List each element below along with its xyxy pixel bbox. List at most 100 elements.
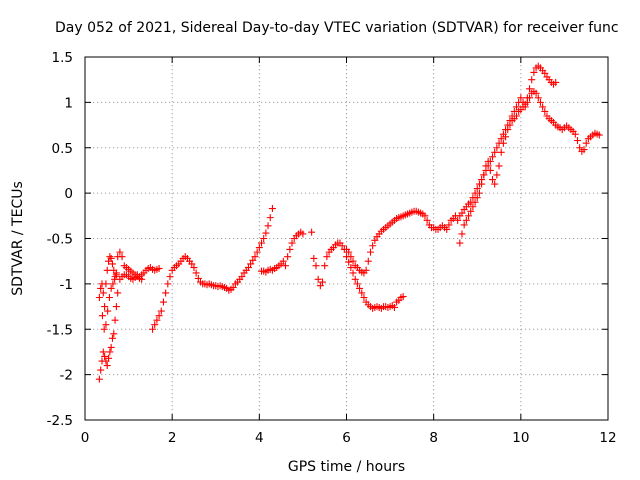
data-point	[484, 157, 492, 165]
data-point	[512, 112, 520, 120]
data-point	[364, 257, 372, 265]
x-tick-label: 10	[512, 430, 529, 446]
data-point	[482, 162, 490, 170]
data-point	[349, 269, 357, 277]
x-tick-label: 8	[429, 430, 438, 446]
data-point	[100, 325, 108, 333]
x-axis-label: GPS time / hours	[288, 459, 405, 475]
data-point	[98, 312, 106, 320]
data-point	[258, 239, 266, 247]
y-tick-label: -2.5	[47, 413, 73, 429]
y-tick-label: 1	[64, 95, 73, 111]
data-point	[192, 269, 200, 277]
data-point	[423, 216, 431, 224]
data-point	[458, 209, 466, 217]
data-point	[491, 180, 499, 188]
data-point	[106, 348, 114, 356]
data-point	[107, 254, 115, 262]
data-point	[251, 253, 259, 261]
data-point	[112, 303, 120, 311]
data-point	[512, 103, 520, 111]
data-point	[493, 144, 501, 152]
data-point	[493, 171, 501, 179]
data-point	[264, 222, 272, 230]
data-point	[353, 280, 361, 288]
y-tick-label: 1.5	[52, 50, 73, 66]
data-point	[106, 253, 114, 261]
data-point	[188, 260, 196, 268]
data-point	[323, 253, 331, 261]
data-point	[99, 348, 107, 356]
data-point	[162, 289, 170, 297]
data-point	[421, 212, 429, 220]
data-point	[369, 242, 377, 250]
data-point	[467, 207, 475, 215]
data-point	[238, 273, 246, 281]
data-point	[244, 264, 252, 272]
data-point	[111, 275, 119, 283]
data-point	[194, 274, 202, 282]
data-point	[229, 284, 237, 292]
data-point	[281, 262, 289, 270]
data-point	[541, 107, 549, 115]
data-point	[460, 221, 468, 229]
data-point	[347, 253, 355, 261]
y-tick-label: 0.5	[52, 141, 73, 157]
x-tick-label: 4	[255, 430, 264, 446]
data-point	[534, 94, 542, 102]
data-point	[576, 144, 584, 152]
data-point	[101, 303, 109, 311]
data-point	[347, 264, 355, 272]
data-point	[526, 85, 534, 93]
data-point	[109, 280, 117, 288]
data-point	[105, 293, 113, 301]
data-point	[497, 135, 505, 143]
data-point	[153, 316, 161, 324]
data-point	[138, 275, 146, 283]
series-segment-1-mid	[98, 271, 120, 333]
data-point	[105, 354, 113, 362]
data-point	[456, 239, 464, 247]
y-tick-label: -1.5	[47, 322, 73, 338]
data-point	[454, 216, 462, 224]
data-point	[255, 244, 263, 252]
data-point	[164, 280, 172, 288]
x-tick-label: 2	[168, 430, 177, 446]
data-point	[473, 185, 481, 193]
data-point	[103, 266, 111, 274]
data-point	[279, 257, 287, 265]
data-point	[486, 166, 494, 174]
data-point	[530, 68, 538, 76]
data-point	[489, 176, 497, 184]
data-point	[249, 256, 257, 264]
data-point	[108, 334, 116, 342]
y-tick-label: -0.5	[47, 232, 73, 248]
data-point	[299, 230, 307, 238]
data-point	[266, 214, 274, 222]
data-point	[111, 316, 119, 324]
data-point	[539, 103, 547, 111]
data-point	[366, 248, 374, 256]
data-point	[445, 221, 453, 229]
data-point	[116, 248, 124, 256]
data-point	[473, 194, 481, 202]
data-point	[580, 146, 588, 154]
data-point	[462, 216, 470, 224]
data-point	[108, 260, 116, 268]
data-point	[149, 325, 157, 333]
data-point	[475, 189, 483, 197]
data-point	[360, 293, 368, 301]
data-point	[471, 198, 479, 206]
y-tick-labels: -2.5 -2 -1.5 -1 -0.5 0 0.5 1 1.5	[47, 50, 73, 429]
data-point	[345, 258, 353, 266]
data-point	[97, 284, 105, 292]
data-point	[552, 78, 560, 86]
chart-title: Day 052 of 2021, Sidereal Day-to-day VTE…	[55, 20, 619, 36]
series-segment-4	[308, 228, 407, 312]
data-point	[260, 235, 268, 242]
data-point	[97, 366, 105, 374]
data-point	[528, 76, 536, 84]
data-point	[95, 375, 103, 383]
series-segment-3	[258, 228, 307, 276]
